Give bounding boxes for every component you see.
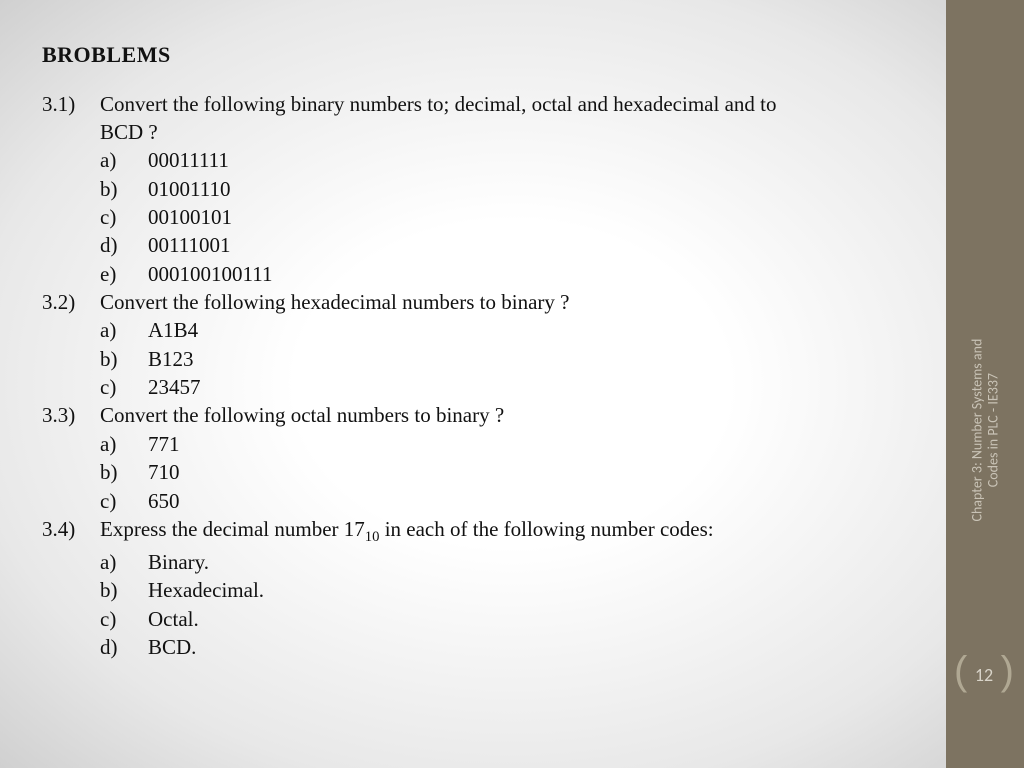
problem: 3.3)Convert the following octal numbers … (42, 401, 912, 429)
sidebar-chapter-label: Chapter 3: Number Systems and Codes in P… (952, 320, 1018, 540)
problem-subitem: b)B123 (42, 345, 912, 373)
subitem-label: e) (100, 260, 148, 288)
subitem-value: 00111001 (148, 231, 912, 259)
subitem-value: 000100100111 (148, 260, 912, 288)
bracket-left-icon: ( (954, 651, 967, 691)
subitem-value: 650 (148, 487, 912, 515)
subitem-value: B123 (148, 345, 912, 373)
subitem-value: 710 (148, 458, 912, 486)
problem-subitem: c)23457 (42, 373, 912, 401)
subitem-value: Binary. (148, 548, 912, 576)
problem-subitem: b)01001110 (42, 175, 912, 203)
bracket-right-icon: ) (1001, 651, 1014, 691)
problem: 3.1)Convert the following binary numbers… (42, 90, 912, 118)
subitem-label: d) (100, 633, 148, 661)
problem-subitem: d)00111001 (42, 231, 912, 259)
problem-text-cont: BCD ? (42, 118, 912, 146)
subitem-value: Hexadecimal. (148, 576, 912, 604)
subitem-label: b) (100, 576, 148, 604)
problem: 3.2)Convert the following hexadecimal nu… (42, 288, 912, 316)
sidebar: Chapter 3: Number Systems and Codes in P… (946, 0, 1024, 768)
subitem-label: a) (100, 548, 148, 576)
subitem-label: b) (100, 458, 148, 486)
subitem-value: 00100101 (148, 203, 912, 231)
subitem-label: a) (100, 146, 148, 174)
problem-subitem: a)A1B4 (42, 316, 912, 344)
subitem-value: A1B4 (148, 316, 912, 344)
problem-subitem: c)00100101 (42, 203, 912, 231)
problem-number: 3.3) (42, 401, 100, 429)
subitem-value: Octal. (148, 605, 912, 633)
subitem-label: d) (100, 231, 148, 259)
problem-number: 3.4) (42, 515, 100, 548)
problems-list: 3.1)Convert the following binary numbers… (42, 90, 912, 662)
subitem-label: c) (100, 605, 148, 633)
problem-subitem: c)Octal. (42, 605, 912, 633)
subitem-label: a) (100, 316, 148, 344)
sidebar-line2: Codes in PLC - IE337 (985, 339, 1001, 522)
subitem-label: b) (100, 175, 148, 203)
page-number-box: ( 12 ) (958, 654, 1010, 696)
problem-text: Convert the following binary numbers to;… (100, 90, 912, 118)
problem-text: Convert the following octal numbers to b… (100, 401, 912, 429)
subitem-label: c) (100, 203, 148, 231)
subitem-value: 23457 (148, 373, 912, 401)
problem-subitem: e)000100100111 (42, 260, 912, 288)
subitem-value: 01001110 (148, 175, 912, 203)
problem-subitem: b)710 (42, 458, 912, 486)
page-title: BROBLEMS (42, 40, 912, 70)
sidebar-line1: Chapter 3: Number Systems and (969, 339, 985, 522)
slide-content: BROBLEMS 3.1)Convert the following binar… (42, 40, 912, 661)
problem-text: Convert the following hexadecimal number… (100, 288, 912, 316)
problem-subitem: a)00011111 (42, 146, 912, 174)
page-number: 12 (975, 664, 993, 686)
subitem-label: c) (100, 373, 148, 401)
problem-text: Express the decimal number 1710 in each … (100, 515, 912, 548)
subitem-value: 771 (148, 430, 912, 458)
problem: 3.4)Express the decimal number 1710 in e… (42, 515, 912, 548)
problem-subitem: a)771 (42, 430, 912, 458)
problem-subitem: a)Binary. (42, 548, 912, 576)
subitem-value: 00011111 (148, 146, 912, 174)
subitem-label: a) (100, 430, 148, 458)
problem-subitem: b)Hexadecimal. (42, 576, 912, 604)
subitem-label: c) (100, 487, 148, 515)
problem-number: 3.2) (42, 288, 100, 316)
problem-number: 3.1) (42, 90, 100, 118)
problem-subitem: c)650 (42, 487, 912, 515)
problem-subitem: d)BCD. (42, 633, 912, 661)
subitem-label: b) (100, 345, 148, 373)
subitem-value: BCD. (148, 633, 912, 661)
